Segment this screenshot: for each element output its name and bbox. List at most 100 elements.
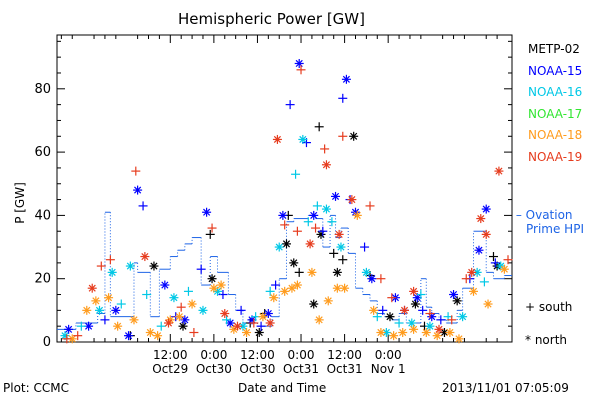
marker-stroke xyxy=(199,306,207,314)
north-asterisk-point xyxy=(398,328,408,338)
north-asterisk-point xyxy=(376,328,386,338)
north-asterisk-point xyxy=(476,214,486,224)
marker-stroke xyxy=(279,211,287,219)
north-asterisk-point xyxy=(87,283,97,293)
south-plus-point xyxy=(416,290,426,300)
marker-stroke xyxy=(468,268,476,276)
marker-stroke xyxy=(161,281,169,289)
legend-entry-metp-02: METP-02 xyxy=(528,42,580,56)
marker-stroke xyxy=(310,300,318,308)
north-asterisk-point xyxy=(111,305,121,315)
north-asterisk-point xyxy=(125,261,135,271)
north-asterisk-point xyxy=(321,204,331,214)
north-asterisk-point xyxy=(474,245,484,255)
south-plus-point xyxy=(271,280,281,290)
marker-stroke xyxy=(306,240,314,248)
marker-stroke xyxy=(500,265,508,273)
north-asterisk-point xyxy=(481,204,491,214)
north-asterisk-point xyxy=(472,267,482,277)
marker-stroke xyxy=(88,284,96,292)
north-asterisk-point xyxy=(409,286,419,296)
south-plus-point xyxy=(376,274,386,284)
north-asterisk-point xyxy=(292,280,302,290)
marker-stroke xyxy=(422,328,430,337)
north-asterisk-point xyxy=(169,293,179,303)
marker-stroke xyxy=(181,316,189,324)
north-asterisk-point xyxy=(104,293,114,303)
north-asterisk-point xyxy=(334,229,344,239)
marker-stroke xyxy=(95,306,104,314)
north-asterisk-point xyxy=(341,74,351,84)
south-plus-point xyxy=(311,223,321,233)
ovation-legend-line2: Prime HPI xyxy=(526,222,584,236)
north-asterisk-point xyxy=(160,280,170,290)
north-asterisk-point xyxy=(336,242,346,252)
marker-stroke xyxy=(400,306,409,314)
marker-stroke xyxy=(134,186,142,194)
south-plus-point xyxy=(285,100,295,110)
marker-stroke xyxy=(342,75,350,83)
x-tick-label-time: 12:00 xyxy=(327,348,362,362)
chart-title: Hemispheric Power [GW] xyxy=(178,10,365,28)
marker-stroke xyxy=(413,294,421,302)
marker-stroke xyxy=(348,196,356,204)
marker-stroke xyxy=(264,309,272,318)
north-asterisk-point xyxy=(409,324,419,334)
north-asterisk-point xyxy=(216,280,226,290)
north-asterisk-point xyxy=(153,331,163,341)
x-tick-label-date: Oct31 xyxy=(283,362,319,376)
marker-stroke xyxy=(108,268,116,276)
marker-stroke xyxy=(482,230,490,238)
marker-stroke xyxy=(408,319,416,327)
north-asterisk-point xyxy=(225,318,235,328)
north-asterisk-point xyxy=(483,299,493,309)
north-asterisk-point xyxy=(207,274,217,284)
marker-stroke xyxy=(275,243,283,251)
north-asterisk-point xyxy=(494,166,504,176)
south-plus-point xyxy=(265,286,275,296)
north-asterisk-point xyxy=(272,134,282,144)
north-asterisk-point xyxy=(202,207,212,217)
north-asterisk-point xyxy=(174,312,184,322)
north-asterisk-point xyxy=(425,321,435,331)
south-plus-point xyxy=(378,305,388,315)
north-asterisk-point xyxy=(294,58,304,68)
south-plus-point xyxy=(291,169,301,179)
south-plus-point xyxy=(205,229,215,239)
north-asterisk-point xyxy=(280,286,290,296)
north-asterisk-point xyxy=(331,191,341,201)
marker-stroke xyxy=(85,322,93,330)
south-plus-point xyxy=(338,255,348,265)
marker-stroke xyxy=(482,205,490,213)
south-plus-point xyxy=(318,226,328,236)
marker-stroke xyxy=(295,59,303,68)
plot-frame xyxy=(56,34,513,343)
south-plus-point xyxy=(249,318,259,328)
marker-stroke xyxy=(233,322,242,330)
marker-stroke xyxy=(337,243,345,251)
x-tick-label-date: Oct30 xyxy=(196,362,232,376)
north-asterisk-point xyxy=(340,283,350,293)
x-tick-label-time: 12:00 xyxy=(240,348,275,362)
marker-stroke xyxy=(248,316,256,324)
north-asterisk-point xyxy=(242,328,252,338)
north-asterisk-point xyxy=(209,283,219,293)
ovation-legend-text: Ovation xyxy=(525,208,573,222)
north-asterisk-point xyxy=(367,274,377,284)
south-plus-point xyxy=(189,328,199,338)
marker-stroke xyxy=(368,275,376,283)
south-plus-point xyxy=(365,201,375,211)
marker-stroke xyxy=(154,332,162,340)
x-axis-label: Date and Time xyxy=(238,381,327,395)
marker-stroke xyxy=(449,290,458,299)
marker-stroke xyxy=(175,313,183,321)
north-asterisk-point xyxy=(412,293,422,303)
south-plus-point xyxy=(292,226,302,236)
south-plus-point xyxy=(503,255,513,265)
marker-stroke xyxy=(446,328,454,337)
north-asterisk-point xyxy=(178,321,188,331)
marker-stroke xyxy=(324,297,332,305)
south-plus-point xyxy=(436,315,446,325)
marker-stroke xyxy=(333,284,341,292)
